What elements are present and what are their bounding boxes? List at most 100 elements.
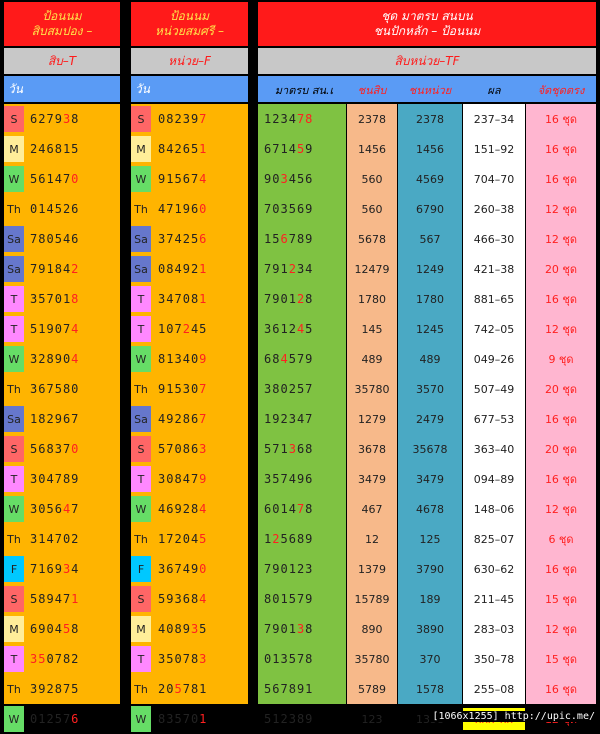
tens-value: 15789 bbox=[354, 592, 390, 606]
digit: 4 bbox=[280, 352, 289, 366]
units-digits: 1 0 7 2 4 5 bbox=[158, 314, 248, 344]
digit: 7 bbox=[71, 412, 80, 426]
tens-value: 560 bbox=[361, 202, 383, 216]
digit: 3 bbox=[174, 592, 183, 606]
result-value: 363–40 bbox=[473, 442, 515, 456]
header-right-line2: ชนปักหลัก – ป้อนนม bbox=[373, 24, 481, 38]
digit: 2 bbox=[30, 142, 39, 156]
digit: 0 bbox=[30, 712, 39, 726]
combo-digits: 5 1 2 3 8 9 bbox=[264, 704, 348, 734]
digit: 6 bbox=[272, 322, 281, 336]
digit: 3 bbox=[264, 472, 273, 486]
digit: 7 bbox=[174, 562, 183, 576]
digit: 5 bbox=[54, 712, 63, 726]
combo-digits: 5 7 1 3 6 8 bbox=[264, 434, 348, 464]
tens-value: 12479 bbox=[354, 262, 390, 276]
result-value: 151–92 bbox=[473, 142, 515, 156]
digit: 9 bbox=[158, 382, 167, 396]
units-digits: 3 0 8 4 7 9 bbox=[158, 464, 248, 494]
rank-value: 16 ชุด bbox=[544, 413, 578, 426]
day-label: S bbox=[4, 436, 24, 462]
digit: 4 bbox=[46, 202, 55, 216]
tens-value: 123 bbox=[361, 712, 383, 726]
digit: 9 bbox=[264, 172, 273, 186]
digit: 1 bbox=[199, 712, 208, 726]
digit: 5 bbox=[190, 232, 200, 246]
digit: 8 bbox=[296, 712, 306, 726]
day-label: M bbox=[131, 616, 151, 642]
result-value: 283–03 bbox=[473, 622, 515, 636]
digit: 0 bbox=[280, 562, 289, 576]
tens-digits: 5 6 1 4 7 0 bbox=[30, 164, 120, 194]
units-digits: 3 6 7 4 9 0 bbox=[158, 554, 248, 584]
digit: 2 bbox=[38, 112, 47, 126]
digit: 0 bbox=[190, 382, 200, 396]
digit: 0 bbox=[166, 322, 175, 336]
digit: 8 bbox=[158, 352, 167, 366]
digit: 0 bbox=[272, 592, 281, 606]
digit: 3 bbox=[174, 352, 183, 366]
digit: 9 bbox=[182, 622, 191, 636]
tens-value: 2378 bbox=[358, 112, 386, 126]
tens-value: 1279 bbox=[358, 412, 386, 426]
digit: 2 bbox=[296, 562, 306, 576]
digit: 0 bbox=[166, 682, 175, 696]
digit: 7 bbox=[62, 682, 72, 696]
digit: 7 bbox=[182, 712, 191, 726]
digit: 4 bbox=[166, 142, 175, 156]
digit: 4 bbox=[54, 622, 63, 636]
digit: 4 bbox=[288, 142, 297, 156]
digit: 5 bbox=[190, 142, 200, 156]
header-mid-line2: หน่วยสมศรี – bbox=[155, 24, 224, 38]
digit: 9 bbox=[305, 352, 314, 366]
digit: 3 bbox=[288, 412, 297, 426]
digit: 9 bbox=[296, 472, 306, 486]
digit: 3 bbox=[30, 352, 39, 366]
digit: 6 bbox=[296, 442, 306, 456]
digit: 1 bbox=[264, 412, 273, 426]
col-combo: มาตรบ สน.เ bbox=[274, 84, 334, 97]
tens-digits: 7 1 6 9 3 4 bbox=[30, 554, 120, 584]
digit: 8 bbox=[62, 652, 72, 666]
digit: 5 bbox=[288, 592, 297, 606]
digit: 5 bbox=[288, 202, 297, 216]
digit: 8 bbox=[272, 382, 281, 396]
combo-digits: 6 7 1 4 5 9 bbox=[264, 134, 348, 164]
digit: 2 bbox=[46, 682, 55, 696]
digit: 2 bbox=[296, 292, 306, 306]
digit: 6 bbox=[264, 502, 273, 516]
digit: 9 bbox=[46, 322, 55, 336]
tens-value: 12 bbox=[365, 532, 379, 546]
digit: 7 bbox=[199, 412, 208, 426]
digit: 5 bbox=[296, 172, 306, 186]
digit: 1 bbox=[280, 502, 289, 516]
rank-value: 16 ชุด bbox=[544, 683, 578, 696]
digit: 7 bbox=[182, 652, 191, 666]
digit: 0 bbox=[280, 292, 289, 306]
digit: 9 bbox=[305, 532, 314, 546]
digit: 8 bbox=[296, 232, 306, 246]
digit: 7 bbox=[296, 502, 306, 516]
day-label: M bbox=[4, 136, 24, 162]
tens-value: 1379 bbox=[358, 562, 386, 576]
digit: 5 bbox=[288, 652, 297, 666]
combo-digits: 1 9 2 3 4 7 bbox=[264, 404, 348, 434]
rank-value: 12 ชุด bbox=[544, 203, 578, 216]
day-label: Th bbox=[131, 676, 151, 702]
digit: 3 bbox=[30, 292, 39, 306]
panel-rank-bg bbox=[526, 104, 596, 704]
result-value: 881–65 bbox=[473, 292, 515, 306]
digit: 0 bbox=[46, 652, 55, 666]
digit: 3 bbox=[30, 382, 39, 396]
digit: 8 bbox=[54, 262, 63, 276]
digit: 1 bbox=[62, 292, 72, 306]
day-label: Th bbox=[4, 526, 24, 552]
units-digits: 4 7 1 9 6 0 bbox=[158, 194, 248, 224]
digit: 9 bbox=[272, 262, 281, 276]
digit: 4 bbox=[46, 532, 55, 546]
digit: 2 bbox=[174, 142, 183, 156]
digit: 9 bbox=[199, 352, 208, 366]
result-value: 421–38 bbox=[473, 262, 515, 276]
